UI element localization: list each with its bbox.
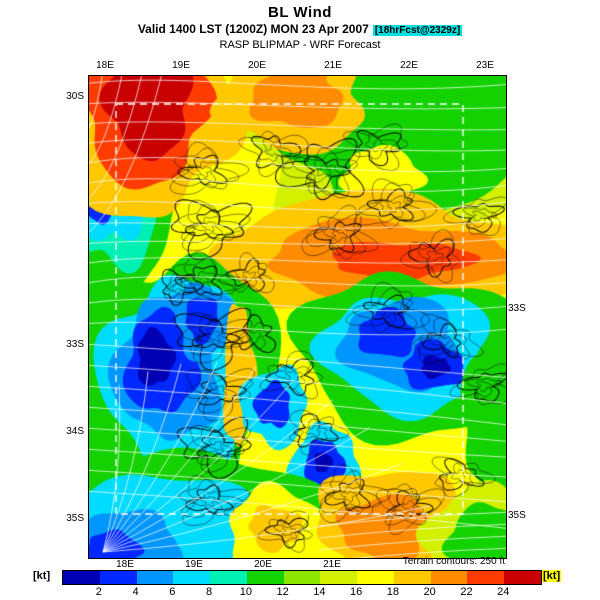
colorbar-segment: [99, 571, 137, 584]
colorbar-tick: 24: [497, 586, 510, 598]
lat-label-left: 35S: [66, 513, 84, 524]
wind-map-plot: [88, 75, 507, 559]
colorbar-segment: [430, 571, 468, 584]
colorbar-segment: [357, 571, 394, 584]
lon-label-top: 22E: [400, 60, 418, 71]
colorbar-tick: 20: [423, 586, 436, 598]
colorbar-tick: 6: [169, 586, 176, 598]
terrain-contours-note: Terrain contours: 250 ft: [402, 556, 505, 567]
colorbar-segment: [246, 571, 284, 584]
lon-label-bottom: 20E: [254, 559, 272, 570]
lon-label-top: 19E: [172, 60, 190, 71]
colorbar-segment: [320, 571, 358, 584]
colorbar-segment: [63, 571, 100, 584]
colorbar-tick: 18: [386, 586, 400, 598]
lat-label-right: 35S: [508, 510, 526, 521]
lon-label-top: 21E: [324, 60, 342, 71]
lon-label-top: 23E: [476, 60, 494, 71]
valid-time-text: Valid 1400 LST (1200Z) MON 23 Apr 2007: [137, 22, 369, 36]
lat-label-left: 34S: [66, 426, 84, 437]
model-caption: RASP BLIPMAP - WRF Forecast: [219, 39, 381, 51]
colorbar-unit-right: [kt]: [542, 570, 562, 582]
lon-label-bottom: 18E: [116, 559, 134, 570]
lon-label-top: 20E: [248, 60, 266, 71]
lat-label-left: 33S: [66, 339, 84, 350]
colorbar-segment: [467, 571, 505, 584]
colorbar-tick: 14: [313, 586, 326, 598]
forecast-init-badge: [18hrFcst@2329z]: [372, 25, 463, 36]
wind-map-canvas: [89, 76, 506, 558]
colorbar-unit-left: [kt]: [33, 570, 51, 582]
colorbar: [62, 570, 542, 585]
lon-label-bottom: 21E: [323, 559, 341, 570]
colorbar-segment: [283, 571, 321, 584]
colorbar-segment: [173, 571, 211, 584]
colorbar-tick: 16: [350, 586, 363, 598]
colorbar-segment: [504, 571, 541, 584]
colorbar-segment: [210, 571, 247, 584]
colorbar-segment: [136, 571, 174, 584]
colorbar-tick: 10: [239, 586, 252, 598]
lon-label-bottom: 19E: [185, 559, 203, 570]
lat-label-right: 33S: [508, 303, 526, 314]
colorbar-segment: [393, 571, 431, 584]
colorbar-tick: 22: [460, 586, 473, 598]
lon-label-top: 18E: [96, 60, 114, 71]
lat-label-left: 30S: [66, 91, 84, 102]
valid-time-line: Valid 1400 LST (1200Z) MON 23 Apr 2007 [1…: [0, 22, 600, 36]
map-title: BL Wind: [268, 4, 332, 21]
colorbar-tick: 8: [206, 586, 213, 598]
colorbar-tick: 2: [95, 586, 102, 598]
colorbar-tick: 12: [276, 586, 289, 598]
colorbar-tick: 4: [132, 586, 139, 598]
